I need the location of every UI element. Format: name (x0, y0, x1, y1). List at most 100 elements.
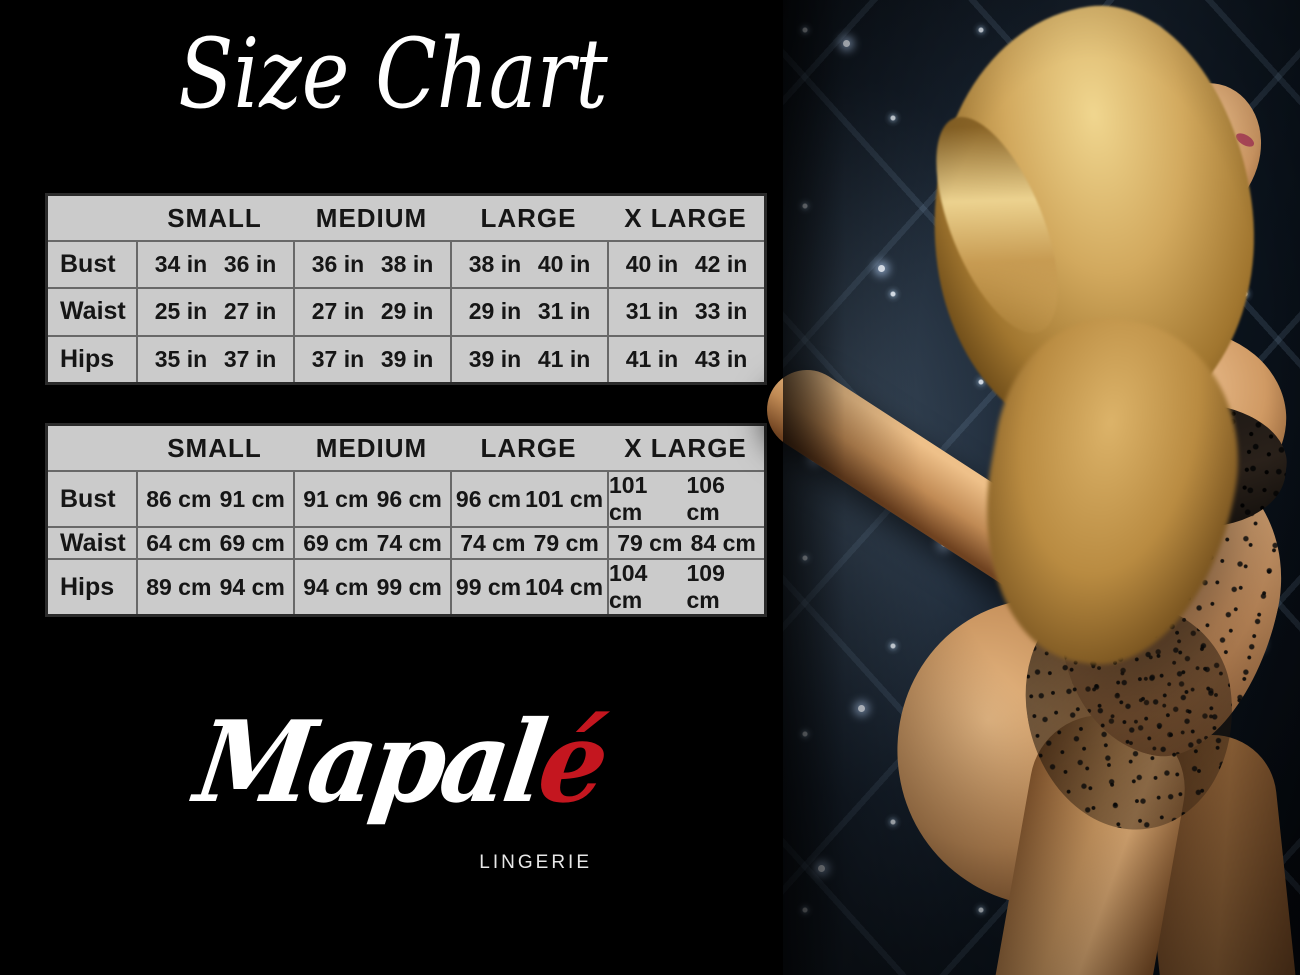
size-table-inches: SMALL MEDIUM LARGE X LARGE Bust 34 in 36… (45, 193, 767, 385)
size-value: 37 in (223, 345, 277, 372)
size-header-xlarge: X LARGE (624, 432, 747, 463)
bust-small-cell: 86 cm 91 cm (136, 472, 293, 526)
size-value: 69 cm (219, 529, 285, 556)
bust-xlarge-cell: 101 cm 106 cm (607, 472, 764, 526)
size-value: 86 cm (146, 485, 212, 512)
size-value: 35 in (154, 345, 208, 372)
size-value: 89 cm (146, 573, 212, 600)
waist-xlarge-cell: 31 in 33 in (607, 289, 764, 335)
size-value: 34 in (154, 251, 208, 278)
size-value: 40 in (625, 251, 679, 278)
table-header-row: SMALL MEDIUM LARGE X LARGE (48, 196, 764, 242)
size-header-medium: MEDIUM (315, 432, 428, 463)
size-value: 99 cm (376, 573, 442, 600)
tufting-button (843, 40, 850, 47)
size-value: 25 in (154, 298, 208, 325)
row-label: Waist (60, 297, 126, 326)
hips-small-cell: 89 cm 94 cm (136, 560, 293, 614)
hips-large-cell: 99 cm 104 cm (450, 560, 607, 614)
size-value: 94 cm (219, 573, 285, 600)
size-value: 43 in (694, 345, 748, 372)
size-header-xlarge: X LARGE (624, 202, 747, 233)
size-value: 31 in (537, 298, 591, 325)
bust-small-cell: 34 in 36 in (136, 242, 293, 288)
size-table-centimeters: SMALL MEDIUM LARGE X LARGE Bust 86 cm 91… (45, 423, 767, 617)
size-value: 39 in (380, 345, 434, 372)
hips-large-cell: 39 in 41 in (450, 336, 607, 382)
size-value: 37 in (311, 345, 365, 372)
size-value: 84 cm (690, 529, 756, 556)
size-value: 74 cm (376, 529, 442, 556)
hips-small-cell: 35 in 37 in (136, 336, 293, 382)
size-value: 96 cm (376, 485, 442, 512)
waist-medium-cell: 69 cm 74 cm (293, 528, 450, 558)
table-row-waist: Waist 25 in 27 in 27 in 29 in 29 in 31 i… (48, 287, 764, 335)
size-value: 33 in (694, 298, 748, 325)
size-value: 109 cm (686, 560, 725, 613)
bust-medium-cell: 91 cm 96 cm (293, 472, 450, 526)
bust-medium-cell: 36 in 38 in (293, 242, 450, 288)
size-value: 38 in (380, 251, 434, 278)
hips-medium-cell: 94 cm 99 cm (293, 560, 450, 614)
size-value: 41 in (537, 345, 591, 372)
size-value: 36 in (311, 251, 365, 278)
hips-medium-cell: 37 in 39 in (293, 336, 450, 382)
size-value: 106 cm (686, 472, 725, 525)
size-header-large: LARGE (480, 432, 577, 463)
brand-wordmark: Mapalé (155, 690, 645, 836)
model-photo (751, 0, 1300, 975)
brand-tagline: LINGERIE (479, 852, 592, 873)
size-value: 41 in (625, 345, 679, 372)
size-header-small: SMALL (167, 202, 262, 233)
size-value: 91 cm (303, 485, 369, 512)
size-value: 27 in (223, 298, 277, 325)
size-value: 39 in (468, 345, 522, 372)
waist-small-cell: 64 cm 69 cm (136, 528, 293, 558)
tufting-button (818, 865, 825, 872)
size-header-large: LARGE (480, 202, 577, 233)
waist-large-cell: 74 cm 79 cm (450, 528, 607, 558)
tufting-button (878, 265, 885, 272)
table-row-waist: Waist 64 cm 69 cm 69 cm 74 cm 74 cm 79 c… (48, 526, 764, 558)
size-value: 27 in (311, 298, 365, 325)
page-title: Size Chart (178, 18, 608, 130)
row-label: Bust (60, 484, 116, 513)
table-row-hips: Hips 35 in 37 in 37 in 39 in 39 in 41 in… (48, 334, 764, 382)
size-value: 36 in (223, 251, 277, 278)
brand-wordmark-main: Mapal (188, 697, 550, 828)
size-value: 74 cm (460, 529, 526, 556)
tufting-button (858, 705, 865, 712)
size-value: 64 cm (146, 529, 212, 556)
waist-large-cell: 29 in 31 in (450, 289, 607, 335)
size-value: 79 cm (617, 529, 683, 556)
brand-logo: Mapalé LINGERIE (150, 690, 650, 900)
size-value: 104 cm (609, 560, 648, 613)
size-header-small: SMALL (167, 432, 262, 463)
row-label: Waist (60, 528, 126, 557)
size-value: 104 cm (525, 573, 604, 600)
row-label: Hips (60, 344, 115, 373)
hips-xlarge-cell: 41 in 43 in (607, 336, 764, 382)
row-label: Hips (60, 572, 115, 601)
size-value: 94 cm (303, 573, 369, 600)
table-row-bust: Bust 86 cm 91 cm 91 cm 96 cm 96 cm 101 c… (48, 472, 764, 526)
size-value: 101 cm (609, 472, 648, 525)
table-row-hips: Hips 89 cm 94 cm 94 cm 99 cm 99 cm 104 c… (48, 558, 764, 614)
waist-xlarge-cell: 79 cm 84 cm (607, 528, 764, 558)
table-header-row: SMALL MEDIUM LARGE X LARGE (48, 426, 764, 472)
size-value: 99 cm (455, 573, 522, 600)
size-value: 101 cm (525, 485, 604, 512)
row-label: Bust (60, 250, 116, 279)
size-value: 29 in (468, 298, 522, 325)
bust-large-cell: 96 cm 101 cm (450, 472, 607, 526)
waist-small-cell: 25 in 27 in (136, 289, 293, 335)
size-value: 79 cm (533, 529, 599, 556)
size-value: 29 in (380, 298, 434, 325)
bust-large-cell: 38 in 40 in (450, 242, 607, 288)
size-header-medium: MEDIUM (315, 202, 428, 233)
size-value: 91 cm (219, 485, 285, 512)
size-value: 40 in (537, 251, 591, 278)
bust-xlarge-cell: 40 in 42 in (607, 242, 764, 288)
size-value: 96 cm (455, 485, 522, 512)
